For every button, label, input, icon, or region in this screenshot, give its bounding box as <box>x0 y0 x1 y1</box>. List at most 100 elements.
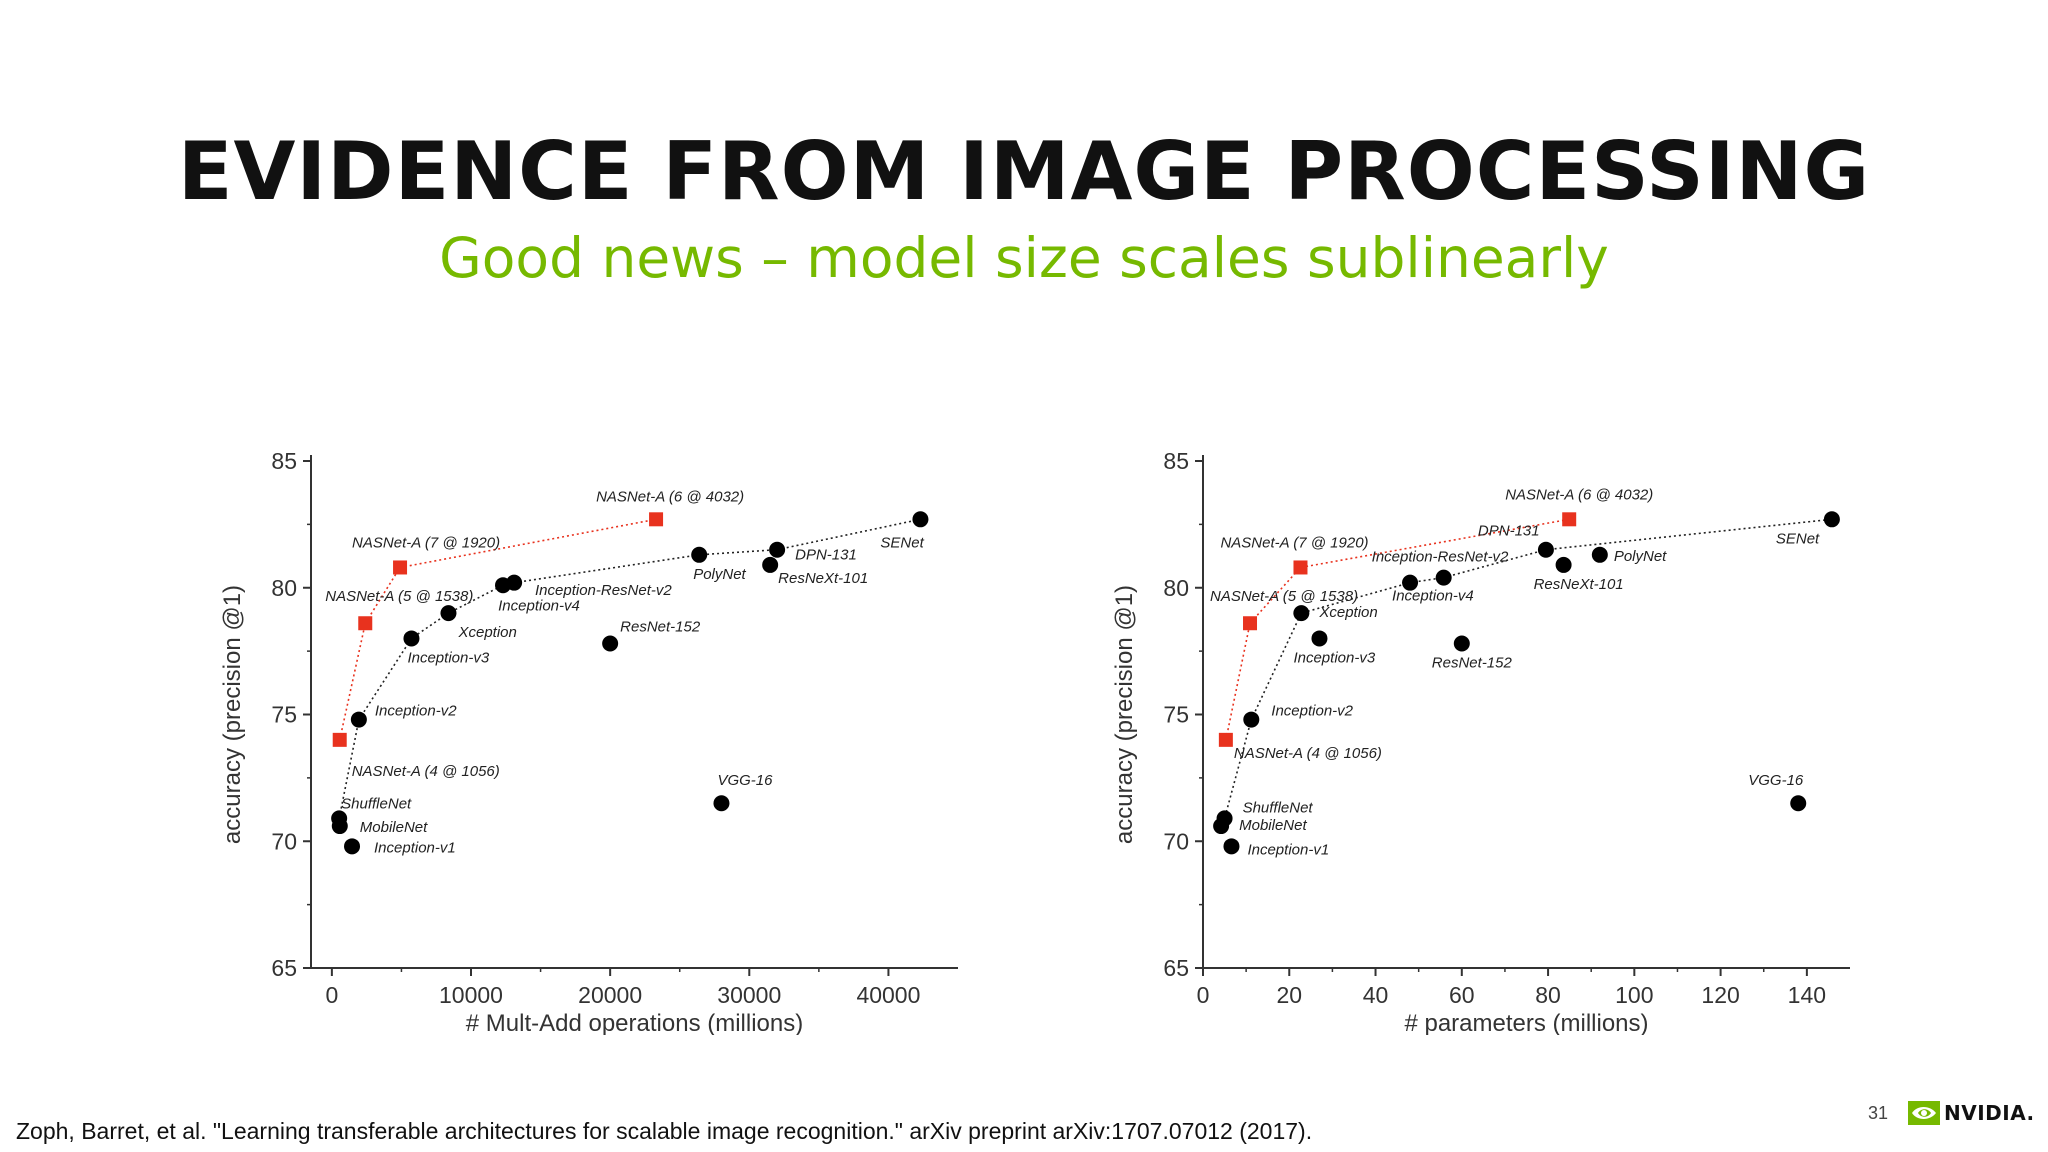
y-tick-label: 80 <box>271 575 297 601</box>
point-resnext-101 <box>762 556 779 573</box>
slide-title: EVIDENCE FROM IMAGE PROCESSING <box>177 125 1871 218</box>
nvidia-eye-icon <box>1908 1101 1940 1125</box>
point-inception-v1 <box>1223 838 1240 855</box>
point-mobilenet <box>1213 818 1230 835</box>
point-inception-v1 <box>344 838 361 855</box>
label-inception-v1: Inception-v1 <box>374 839 456 856</box>
label-inception-v4: Inception-v4 <box>1392 588 1474 605</box>
label-nasnet-a-4-1056: NASNet-A (4 @ 1056) <box>1234 745 1382 762</box>
y-tick-label: 85 <box>1163 448 1189 474</box>
point-inception-v3 <box>1311 630 1328 647</box>
slide-subtitle: Good news – model size scales sublinearl… <box>439 226 1609 290</box>
x-tick-label: 40 <box>1363 982 1389 1008</box>
label-inception-resnet-v2: Inception-ResNet-v2 <box>1372 549 1509 566</box>
y-tick-label: 65 <box>271 955 297 981</box>
y-tick-label: 70 <box>271 828 297 854</box>
chart-mult-add-vs-accuracy: 65 70 75 80 85 0 10000 20000 30000 40000 # Mult-Ad… <box>219 448 958 1035</box>
x-tick-label: 20 <box>1276 982 1302 1008</box>
label-inception-v2: Inception-v2 <box>375 703 457 720</box>
point-xception <box>1293 605 1310 622</box>
point-polynet <box>691 546 708 563</box>
point-polynet <box>1591 546 1608 563</box>
x-axis-label: # Mult-Add operations (millions) <box>466 1010 803 1035</box>
label-nasnet-a-5-1538: NASNet-A (5 @ 1538) <box>1210 588 1358 605</box>
label-mobilenet: MobileNet <box>1239 817 1307 834</box>
citation: Zoph, Barret, et al. "Learning transfera… <box>16 1118 1313 1144</box>
label-senet: SENet <box>880 534 924 551</box>
label-mobilenet: MobileNet <box>360 819 428 836</box>
label-inception-v1: Inception-v1 <box>1247 841 1329 858</box>
point-nasnet-a-7-1920 <box>1293 560 1308 575</box>
y-tick-label: 80 <box>1163 575 1189 601</box>
x-tick-label: 120 <box>1701 982 1739 1008</box>
nvidia-logo: NVIDIA. <box>1908 1098 2036 1130</box>
y-tick-label: 65 <box>1163 955 1189 981</box>
point-resnet-152 <box>602 635 619 652</box>
point-nasnet-a-4-1056 <box>332 732 347 747</box>
point-mobilenet <box>331 818 348 835</box>
label-inception-v3: Inception-v3 <box>407 649 489 666</box>
chart-parameters-vs-accuracy: 65 70 75 80 85 0 20 40 60 80 100 120 140 # parameters… <box>1111 448 1850 1035</box>
label-inception-v2: Inception-v2 <box>1271 703 1353 720</box>
point-inception-v4 <box>1402 574 1419 591</box>
point-nasnet-a-5-1538 <box>358 616 373 631</box>
label-dpn-131: DPN-131 <box>1478 523 1540 540</box>
x-tick-label: 0 <box>325 982 338 1008</box>
label-polynet: PolyNet <box>1614 548 1667 565</box>
label-nasnet-a-7-1920: NASNet-A (7 @ 1920) <box>352 534 500 551</box>
point-vgg-16 <box>1790 795 1807 812</box>
point-nasnet-a-7-1920 <box>393 560 408 575</box>
point-nasnet-a-6-4032 <box>649 512 664 527</box>
label-nasnet-a-7-1920: NASNet-A (7 @ 1920) <box>1220 534 1368 551</box>
label-nasnet-a-6-4032: NASNet-A (6 @ 4032) <box>1505 486 1653 503</box>
label-xception: Xception <box>1318 604 1377 621</box>
label-vgg-16: VGG-16 <box>717 772 773 789</box>
model-frontier-line <box>1220 518 1832 827</box>
label-dpn-131: DPN-131 <box>795 547 857 564</box>
point-dpn-131 <box>1537 541 1554 558</box>
point-inception-v3 <box>403 630 420 647</box>
x-tick-label: 10000 <box>439 982 503 1008</box>
label-resnext-101: ResNeXt-101 <box>1534 576 1624 593</box>
label-shufflenet: ShuffleNet <box>341 795 412 812</box>
nvidia-wordmark: NVIDIA. <box>1944 1101 2035 1125</box>
label-resnext-101: ResNeXt-101 <box>778 570 868 587</box>
nasnet-frontier-line <box>1225 518 1570 741</box>
x-tick-label: 40000 <box>856 982 920 1008</box>
point-inception-v2 <box>1243 711 1260 728</box>
page-number: 31 <box>1868 1103 1889 1123</box>
label-inception-v3: Inception-v3 <box>1293 649 1375 666</box>
x-tick-label: 30000 <box>717 982 781 1008</box>
label-resnet-152: ResNet-152 <box>620 619 701 636</box>
point-inception-v2 <box>350 711 367 728</box>
y-tick-label: 70 <box>1163 828 1189 854</box>
point-resnext-101 <box>1555 556 1572 573</box>
label-nasnet-a-5-1538: NASNet-A (5 @ 1538) <box>325 588 473 605</box>
point-vgg-16 <box>713 795 730 812</box>
label-inception-v4: Inception-v4 <box>498 598 580 615</box>
label-resnet-152: ResNet-152 <box>1432 655 1513 672</box>
point-inception-resnet-v2 <box>1435 569 1452 586</box>
label-nasnet-a-6-4032: NASNet-A (6 @ 4032) <box>596 488 744 505</box>
nasnet-frontier-line <box>338 518 657 741</box>
point-nasnet-a-5-1538 <box>1243 616 1258 631</box>
point-xception <box>440 605 457 622</box>
x-tick-label: 100 <box>1615 982 1653 1008</box>
x-tick-label: 80 <box>1535 982 1561 1008</box>
point-senet <box>1823 511 1840 528</box>
y-tick-label: 75 <box>271 702 297 728</box>
point-inception-v4 <box>506 574 523 591</box>
label-vgg-16: VGG-16 <box>1748 772 1804 789</box>
x-axis-label: # parameters (millions) <box>1404 1010 1648 1035</box>
y-axis-label: accuracy (precision @1) <box>1111 585 1138 844</box>
y-tick-label: 75 <box>1163 702 1189 728</box>
x-tick-label: 20000 <box>578 982 642 1008</box>
point-resnet-152 <box>1453 635 1470 652</box>
point-nasnet-a-6-4032 <box>1562 512 1577 527</box>
point-dpn-131 <box>769 541 786 558</box>
label-senet: SENet <box>1776 530 1820 547</box>
point-nasnet-a-4-1056 <box>1218 732 1233 747</box>
x-tick-label: 60 <box>1449 982 1475 1008</box>
label-inception-resnet-v2: Inception-ResNet-v2 <box>535 582 672 599</box>
y-axis-label: accuracy (precision @1) <box>219 585 246 844</box>
